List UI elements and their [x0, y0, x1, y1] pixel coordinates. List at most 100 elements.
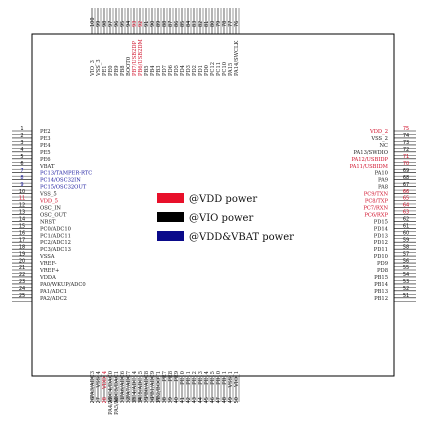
legend-label-vdd: @VDD power [189, 194, 257, 205]
pin-label: VSS_5 [39, 192, 57, 198]
legend-swatch-vio [157, 212, 184, 222]
pin-number: 4 [20, 147, 23, 153]
pin-label: PA13/SWDIO [354, 150, 388, 156]
legend-swatch-vdd [157, 193, 184, 203]
pin-number: 9 [20, 182, 23, 188]
pin-label: PD13 [374, 233, 388, 239]
pin-number: 72 [403, 147, 409, 153]
pin-label: PD14 [374, 226, 389, 232]
pin-number: 74 [403, 133, 409, 139]
pin-number: 58 [403, 244, 409, 250]
pin-label: PD11 [374, 247, 388, 253]
legend-label-vio: @VIO power [189, 213, 253, 224]
pin-number: 20 [19, 258, 25, 264]
pin-label: PD9 [377, 261, 388, 267]
pin-label: PC3/ADC13 [40, 247, 71, 253]
pin-number: 5 [20, 154, 23, 160]
pin-number: 73 [403, 140, 409, 146]
pin-number: 60 [403, 230, 409, 236]
pin-label: PC6/RXP [364, 212, 388, 218]
pin-label: PD15 [374, 219, 388, 225]
pin-label: VDD_2 [369, 129, 388, 135]
pin-label: PA14/SWCLK [234, 41, 240, 76]
pin-label: VBAT [39, 164, 55, 170]
pin-label: PA9 [378, 178, 388, 184]
pin-number: 61 [403, 224, 409, 230]
pin-number: 59 [403, 237, 409, 243]
pin-number: 23 [19, 279, 25, 285]
pin-label: VIO_1 [234, 371, 240, 388]
pin-label: VSSA [39, 254, 55, 260]
pin-label: PB15 [374, 275, 388, 281]
pin-label: PD10 [374, 254, 388, 260]
pin-number: 14 [19, 217, 25, 223]
pin-label: VDDA [39, 275, 56, 281]
pin-number: 57 [403, 251, 409, 257]
pin-label: PB14 [374, 282, 389, 288]
pin-number: 50 [234, 397, 240, 403]
pin-label: PC8/TXP [365, 199, 389, 205]
pin-number: 52 [403, 286, 409, 292]
pin-number: 21 [19, 265, 25, 271]
pin-number: 3 [20, 140, 23, 146]
pin-label: PC7/RXN [363, 205, 388, 211]
pin-label: PD8 [377, 268, 388, 274]
pin-number: 18 [19, 244, 25, 250]
pin-number: 15 [19, 224, 25, 230]
pin-label: VREF+ [39, 268, 59, 274]
pin-number: 66 [403, 189, 409, 195]
pin-label: PA11/USBIDM [350, 164, 389, 170]
pin-label: OSC_OUT [40, 212, 67, 218]
pin-label: PC14/OSC32IN [40, 178, 81, 184]
chip-body [32, 34, 394, 376]
pin-number: 56 [403, 258, 409, 264]
pin-label: PA10 [375, 171, 388, 177]
pin-label: PC13/TAMPER-RTC [40, 171, 92, 177]
pin-label: OSC_IN [40, 205, 61, 211]
legend-label-vdd-vbat: @VDD&VBAT power [189, 232, 294, 243]
pin-number: 69 [403, 168, 409, 174]
pin-label: PE6 [40, 157, 51, 163]
pin-number: 22 [19, 272, 25, 278]
pin-label: PB13 [374, 289, 388, 295]
pin-label: PE3 [40, 136, 51, 142]
pin-number: 51 [403, 293, 409, 299]
pin-number: 75 [403, 126, 409, 132]
pin-label: PA8 [378, 185, 388, 191]
pin-label: PC1/ADC11 [40, 233, 71, 239]
pin-number: 12 [19, 203, 25, 209]
pin-number: 16 [19, 230, 25, 236]
pin-number: 54 [403, 272, 409, 278]
pin-number: 67 [403, 182, 409, 188]
pin-number: 71 [403, 154, 409, 160]
pin-number: 25 [19, 293, 25, 299]
pin-number: 6 [20, 161, 23, 167]
pin-number: 11 [19, 196, 25, 202]
pin-label: PE2 [40, 129, 51, 135]
pin-number: 55 [403, 265, 409, 271]
pin-number: 64 [403, 203, 409, 209]
pin-number: 70 [403, 161, 409, 167]
pin-number: 53 [403, 279, 409, 285]
pin-number: 2 [20, 133, 23, 139]
pin-number: 13 [19, 210, 25, 216]
pin-label: PE5 [40, 150, 51, 156]
pin-label: VREF- [39, 261, 57, 267]
pin-number: 17 [19, 237, 25, 243]
pin-label: PC15/OSC32OUT [40, 185, 87, 191]
pin-label: PA1/ADC1 [40, 289, 67, 295]
pin-number: 8 [20, 175, 23, 181]
pin-number: 10 [19, 189, 25, 195]
legend-swatch-vdd-vbat [157, 231, 184, 241]
pin-number: 24 [19, 286, 25, 292]
pin-label: PE4 [40, 143, 51, 149]
pin-label: NC [379, 143, 388, 149]
pin-number: 63 [403, 210, 409, 216]
pin-label: PA12/USBIDP [351, 157, 388, 163]
pin-number: 65 [403, 196, 409, 202]
pin-label: VDD_5 [39, 199, 58, 205]
pin-label: PB12 [374, 296, 388, 302]
pin-label: NRST [40, 219, 56, 225]
pin-number: 1 [20, 126, 23, 132]
